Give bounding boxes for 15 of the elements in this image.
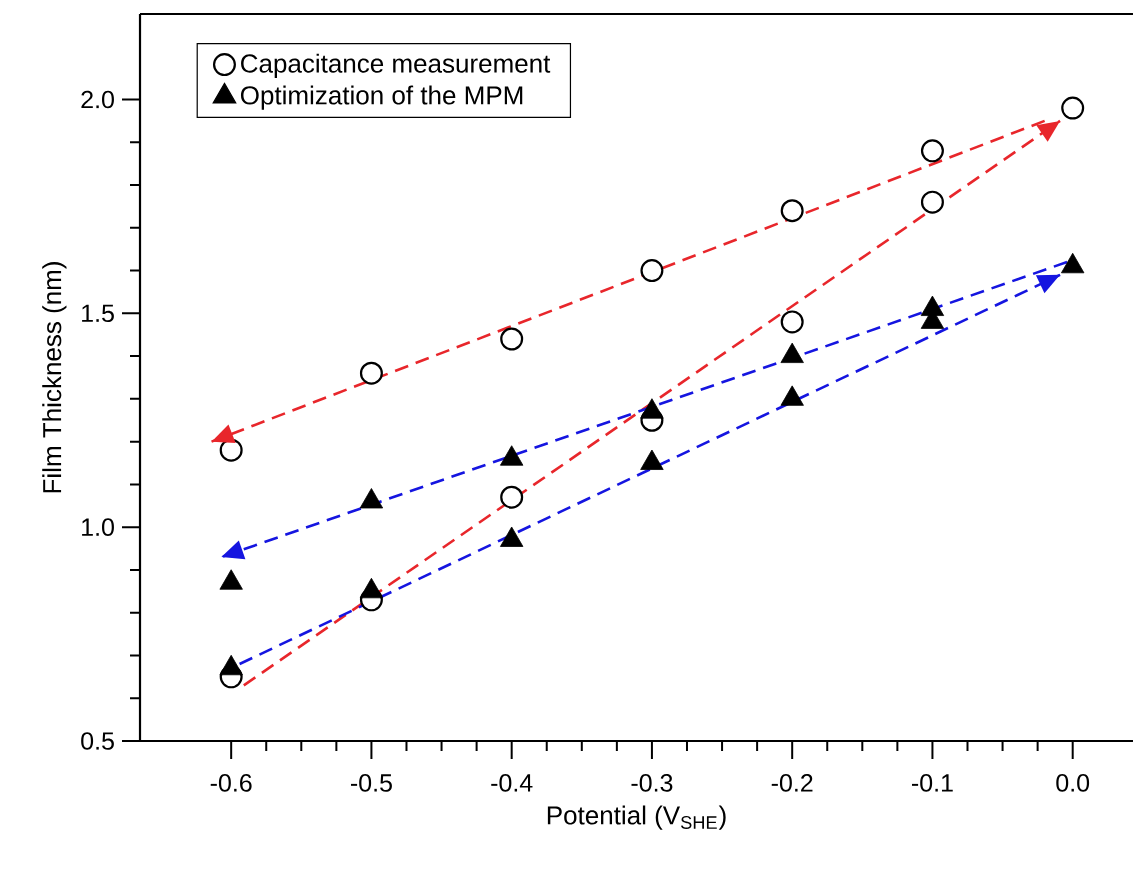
- x-tick-label: 0.0: [1056, 774, 1090, 792]
- x-tick-label: -0.5: [350, 774, 392, 792]
- x-tick-label: -0.6: [210, 774, 252, 792]
- y-tick-label: 1.5: [82, 304, 114, 323]
- legend-label: Capacitance measurement: [241, 53, 551, 78]
- x-tick-label: -0.4: [491, 774, 533, 792]
- y-axis-title: Film Thickness (nm): [42, 262, 67, 493]
- x-tick-label: -0.2: [771, 774, 813, 792]
- y-tick-label: 1.0: [82, 518, 114, 537]
- x-axis-title: Potential (V$_{SHE}$): [547, 805, 726, 830]
- y-tick-label: 2.0: [81, 90, 114, 109]
- x-tick-label: -0.3: [631, 774, 673, 792]
- legend-label: Optimization of the MPM: [240, 85, 523, 110]
- x-tick-label: -0.1: [912, 774, 953, 792]
- y-tick-label: 0.5: [81, 732, 114, 750]
